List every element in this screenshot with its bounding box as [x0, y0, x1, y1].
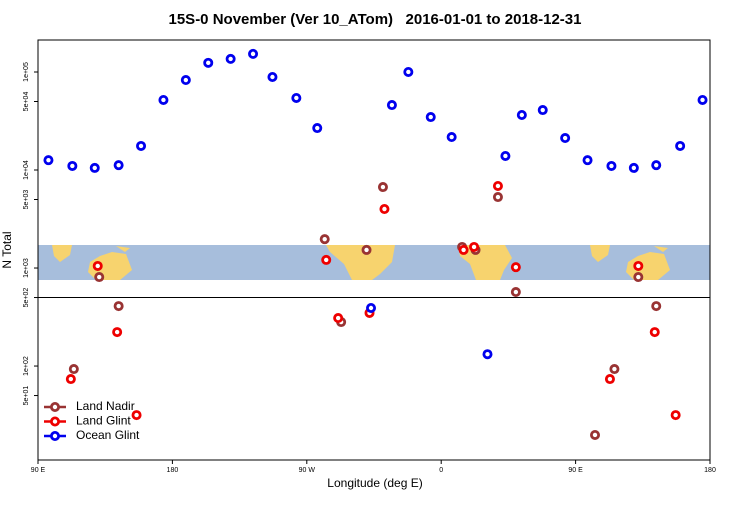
- x-axis-label: Longitude (deg E): [327, 476, 422, 490]
- point: [590, 429, 601, 440]
- point: [651, 301, 662, 312]
- point: [609, 364, 620, 375]
- y-axis-label: N Total: [0, 231, 14, 268]
- point: [446, 132, 457, 143]
- point: [560, 133, 571, 144]
- point: [628, 162, 639, 173]
- point: [403, 66, 414, 77]
- legend-marker: [50, 401, 61, 412]
- y-tick-label: 5e+02: [23, 288, 30, 308]
- point: [267, 71, 278, 82]
- point: [248, 48, 259, 59]
- point: [361, 244, 372, 255]
- point: [131, 410, 142, 421]
- chart-title: 15S-0 November (Ver 10_ATom) 2016-01-01 …: [169, 11, 582, 28]
- plot-frame: [37, 39, 711, 461]
- point: [604, 374, 615, 385]
- point: [500, 150, 511, 161]
- point: [377, 182, 388, 193]
- point: [386, 100, 397, 111]
- point: [113, 160, 124, 171]
- point: [366, 302, 377, 313]
- x-tick-label: 180: [704, 467, 716, 474]
- point: [67, 160, 78, 171]
- x-tick-label: 0: [439, 467, 443, 474]
- point: [482, 349, 493, 360]
- legend-label: Land Nadir: [76, 399, 135, 413]
- legend-label: Land Glint: [76, 414, 131, 428]
- point: [319, 234, 330, 245]
- point: [697, 94, 708, 105]
- point: [68, 364, 79, 375]
- point: [379, 204, 390, 215]
- y-tick-label: 1e+05: [23, 62, 30, 82]
- point: [291, 92, 302, 103]
- point: [158, 94, 169, 105]
- y-tick-label: 1e+02: [23, 356, 30, 376]
- point: [675, 140, 686, 151]
- point: [113, 301, 124, 312]
- point: [651, 160, 662, 171]
- point: [225, 53, 236, 64]
- point: [649, 327, 660, 338]
- y-tick-label: 5e+04: [23, 92, 30, 112]
- x-tick-label: 90 E: [31, 467, 46, 474]
- x-tick-label: 180: [167, 467, 179, 474]
- y-tick-label: 5e+03: [23, 190, 30, 210]
- x-tick-label: 90 W: [299, 467, 316, 474]
- point: [203, 57, 214, 68]
- point: [333, 313, 344, 324]
- point: [492, 192, 503, 203]
- point: [112, 327, 123, 338]
- point: [43, 155, 54, 166]
- point: [89, 162, 100, 173]
- point: [458, 244, 469, 255]
- point: [92, 260, 103, 271]
- legend-marker: [50, 416, 61, 427]
- point: [136, 140, 147, 151]
- point: [516, 110, 527, 121]
- legend-label: Ocean Glint: [76, 428, 140, 442]
- point: [670, 410, 681, 421]
- y-tick-label: 1e+04: [23, 160, 30, 180]
- point: [180, 75, 191, 86]
- point: [537, 105, 548, 116]
- point: [510, 262, 521, 273]
- y-tick-label: 5e+01: [23, 386, 30, 406]
- point: [633, 272, 644, 283]
- y-tick-label: 1e+03: [23, 258, 30, 278]
- point: [65, 374, 76, 385]
- legend-marker: [50, 430, 61, 441]
- point: [469, 241, 480, 252]
- point: [492, 180, 503, 191]
- map-strip: [38, 245, 710, 280]
- point: [321, 254, 332, 265]
- point: [510, 287, 521, 298]
- point: [425, 112, 436, 123]
- point: [312, 123, 323, 134]
- point: [633, 260, 644, 271]
- x-tick-label: 90 E: [568, 467, 583, 474]
- point: [94, 272, 105, 283]
- point: [582, 155, 593, 166]
- point: [606, 160, 617, 171]
